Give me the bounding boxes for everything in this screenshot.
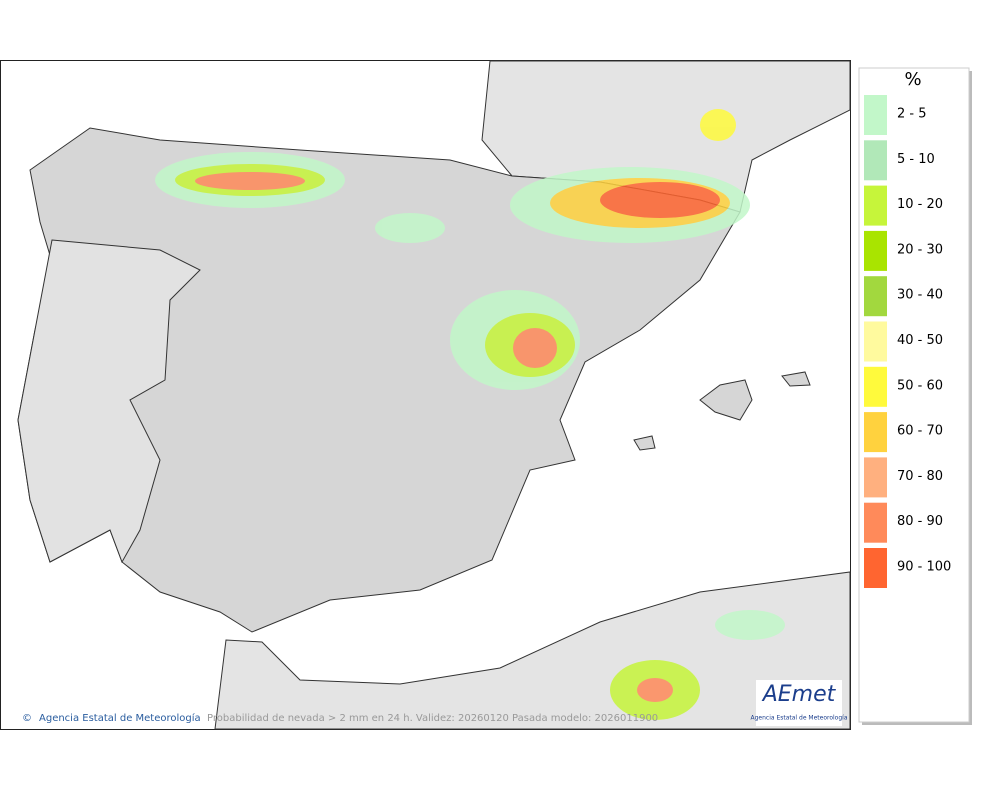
legend-title: % [904,69,921,90]
snow-area [700,109,736,141]
legend-label: 50 - 60 [897,378,943,393]
snow-area [375,213,445,243]
legend-label: 90 - 100 [897,560,951,575]
legend-label: 2 - 5 [897,107,927,122]
menorca [781,371,811,387]
legend-swatch [864,412,887,453]
legend-label: 60 - 70 [897,424,943,439]
legend-label: 20 - 30 [897,242,943,257]
legend-swatch [864,457,887,498]
snow-area [513,328,557,368]
credit-icon: © [22,713,32,724]
legend-swatch [864,366,887,407]
logo-box [756,680,842,726]
snow-area [600,182,720,218]
legend-swatch [864,140,887,181]
caption: Probabilidad de nevada > 2 mm en 24 h. V… [207,713,658,724]
legend-swatch [864,548,887,588]
logo-subtitle: Agencia Estatal de Meteorología [751,715,848,722]
snow-areas [155,109,785,720]
legend-swatch [864,185,887,226]
legend-swatch [864,95,887,135]
portugal [17,239,201,564]
mallorca [699,379,753,421]
legend-label: 70 - 80 [897,469,943,484]
snow-area [637,678,673,702]
credit: Agencia Estatal de Meteorología [39,712,201,724]
legend: 2 - 5 5 - 10 10 - 20 20 - 30 30 - 40 40 - 50 5… [864,95,951,588]
snow-area [195,172,305,190]
legend-label: 40 - 50 [897,333,943,348]
legend-swatch [864,502,887,543]
legend-swatch [864,276,887,317]
snow-area [715,610,785,640]
ibiza [633,435,656,451]
legend-swatch [864,230,887,271]
logo-text: AEmet [761,682,837,707]
legend-label: 30 - 40 [897,288,943,303]
legend-swatch [864,321,887,362]
legend-label: 10 - 20 [897,197,943,212]
legend-label: 5 - 10 [897,152,935,167]
legend-label: 80 - 90 [897,514,943,529]
